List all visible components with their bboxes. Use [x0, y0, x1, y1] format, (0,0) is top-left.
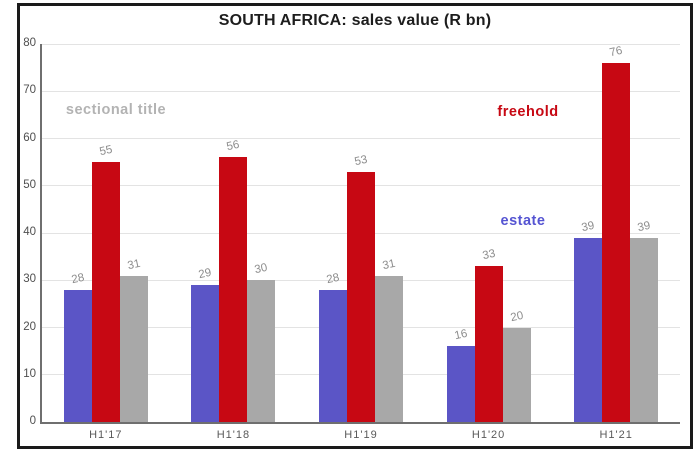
y-tick-label: 0 [29, 415, 36, 427]
y-axis-line [40, 44, 42, 424]
bar-sectional-title-3 [375, 275, 403, 422]
series-label-sectional-title: sectional title [65, 102, 167, 118]
bar-freehold-4 [474, 266, 503, 422]
bar-estate-5 [574, 237, 603, 422]
gridline [42, 43, 680, 45]
x-axis-line [40, 422, 680, 424]
series-label-freehold: freehold [497, 104, 559, 120]
bar-estate-1 [63, 289, 92, 422]
series-label-estate: estate [500, 213, 546, 229]
bar-estate-2 [191, 284, 220, 422]
bar-estate-4 [446, 346, 475, 422]
y-tick-label: 20 [23, 320, 36, 333]
x-tick-label: H1'19 [344, 429, 378, 441]
y-tick-label: 30 [23, 273, 36, 286]
x-tick-label: H1'21 [599, 429, 633, 441]
gridline [42, 90, 680, 92]
y-tick-label: 40 [23, 226, 36, 238]
bar-sectional-title-2 [247, 280, 276, 422]
chart-title: SOUTH AFRICA: sales value (R bn) [218, 12, 492, 29]
bar-sectional-title-5 [630, 237, 659, 422]
y-tick-label: 60 [23, 131, 36, 144]
bar-sectional-title-4 [502, 327, 531, 422]
gridline [42, 138, 680, 139]
bar-estate-3 [319, 289, 347, 422]
bar-sectional-title-1 [119, 275, 148, 422]
x-tick-label: H1'17 [89, 429, 123, 441]
y-tick-label: 70 [23, 84, 36, 97]
x-tick-label: H1'20 [471, 429, 506, 441]
bar-freehold-3 [347, 171, 375, 422]
bar-freehold-5 [602, 62, 631, 422]
bar-freehold-2 [219, 157, 248, 422]
y-tick-label: 50 [23, 178, 36, 191]
y-tick-label: 10 [23, 367, 36, 380]
y-tick-label: 80 [23, 37, 36, 49]
bar-freehold-1 [91, 162, 120, 422]
x-tick-label: H1'18 [216, 429, 251, 441]
